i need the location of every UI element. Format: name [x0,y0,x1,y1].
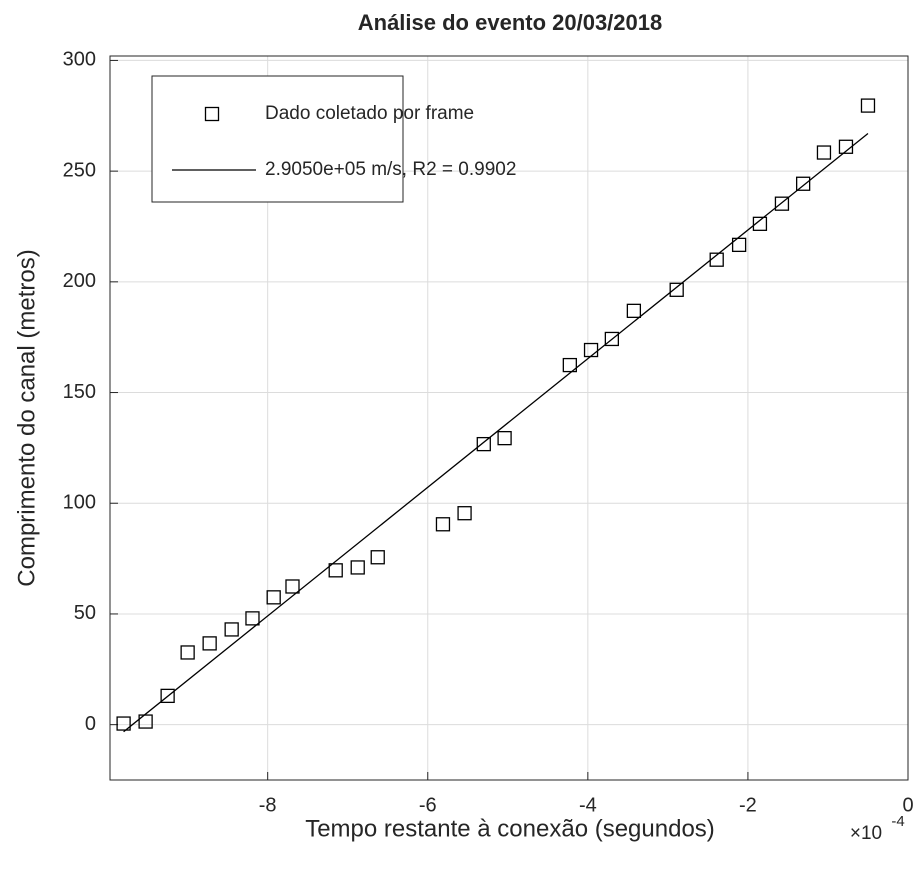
y-tick-label: 250 [63,159,96,181]
y-tick-label: 200 [63,270,96,292]
x-multiplier: ×10 [850,823,882,844]
data-point [562,357,577,373]
x-tick-label: -6 [419,794,437,816]
data-point [604,331,620,347]
data-point [180,645,195,660]
data-point [476,436,491,452]
data-point [224,622,239,637]
axes-box [109,55,909,781]
data-point [285,579,300,594]
legend-marker [204,106,220,122]
x-multiplier-exponent: -4 [891,813,904,830]
data-point [795,176,811,191]
legend-box [151,75,404,203]
x-tick-label: -8 [259,794,277,816]
data-point [202,636,217,651]
y-tick-label: 150 [63,381,96,403]
data-point [435,517,451,532]
data-point [350,560,365,575]
data-point [116,716,131,731]
chart-title: Análise do evento 20/03/2018 [358,10,663,35]
data-point [774,196,790,211]
data-point [860,98,876,113]
y-axis-label: Comprimento do canal (metros) [13,249,40,586]
data-point [370,550,385,565]
y-tick-label: 0 [85,713,96,735]
data-point [266,590,281,605]
marks [116,98,876,733]
y-tick-label: 300 [63,49,96,71]
legend-label: Dado coletado por frame [265,103,474,124]
legend-label: 2.9050e+05 m/s, R2 = 0.9902 [265,159,516,180]
data-point [497,430,512,446]
data-point [138,714,153,729]
data-point [731,237,747,253]
x-axis-label: Tempo restante à conexão (segundos) [305,815,715,842]
data-point [752,216,768,231]
y-tick-label: 50 [74,602,96,624]
data-point [328,563,343,578]
grid: -8 -6 -4 -2 0 0 50 100 150 200 250 300 [63,49,914,817]
data-point [457,506,472,521]
data-point [626,303,642,318]
data-point [245,611,260,626]
x-tick-label: -2 [739,794,757,816]
x-tick-label: -4 [579,794,597,816]
data-point [669,282,684,297]
x-tick-label: 0 [902,794,913,816]
fit-line [123,132,869,733]
legend: Dado coletado por frame 2.9050e+05 m/s, R… [151,75,516,203]
data-point [160,688,175,704]
data-point [816,145,832,160]
y-tick-label: 100 [63,492,96,514]
